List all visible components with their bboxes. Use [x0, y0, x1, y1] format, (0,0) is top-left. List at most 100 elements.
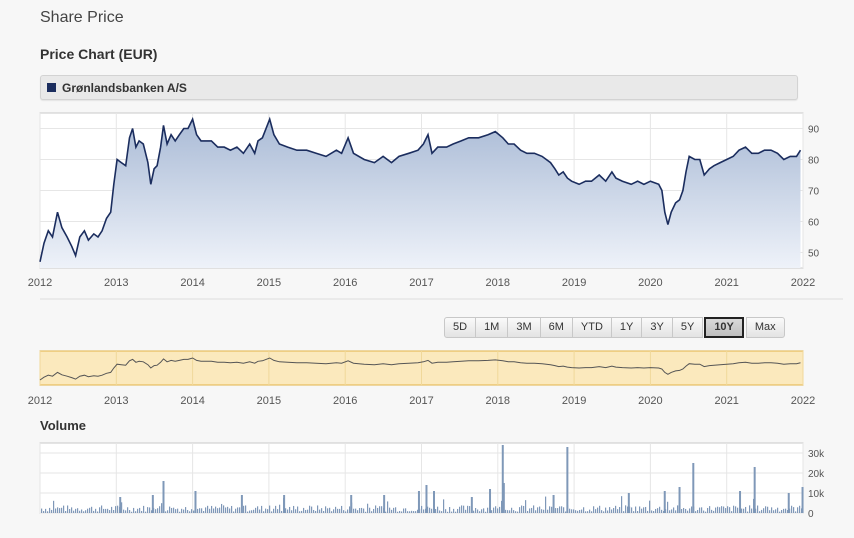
navigator-tick-label: 2021	[714, 395, 738, 407]
volume-bar	[699, 507, 701, 513]
navigator-tick-label: 2022	[791, 395, 815, 407]
volume-bar	[725, 508, 727, 513]
volume-bar	[447, 511, 449, 513]
volume-bar	[223, 505, 225, 513]
volume-bar	[205, 507, 207, 513]
volume-bar	[547, 509, 549, 513]
volume-bar	[341, 505, 343, 513]
legend-swatch	[47, 83, 56, 92]
volume-bar	[157, 508, 159, 513]
volume-bar	[107, 508, 109, 513]
volume-bar	[453, 508, 455, 513]
range-button-5d[interactable]: 5D	[444, 317, 477, 338]
volume-bar	[103, 508, 105, 513]
volume-bar	[371, 511, 373, 513]
volume-bar	[413, 511, 415, 513]
volume-bar	[543, 509, 545, 513]
volume-bar	[637, 511, 639, 513]
volume-bar	[357, 510, 359, 513]
volume-bar	[537, 507, 539, 513]
volume-bar	[329, 507, 331, 513]
volume-bar	[309, 505, 311, 513]
volume-bar	[619, 507, 621, 513]
volume-bar	[79, 510, 81, 513]
volume-bar	[627, 506, 629, 513]
volume-bar	[111, 506, 113, 513]
volume-bar	[779, 511, 781, 513]
volume-bar	[509, 510, 511, 513]
volume-spike-bar	[417, 491, 420, 513]
range-button-10y[interactable]: 10Y	[704, 317, 744, 338]
range-button-3y[interactable]: 3Y	[641, 317, 673, 338]
volume-bar	[113, 510, 115, 513]
volume-bar	[95, 508, 97, 513]
volume-bar	[407, 511, 409, 513]
volume-bar	[331, 511, 333, 513]
volume-bar	[559, 506, 561, 513]
volume-bar	[517, 511, 519, 513]
x-tick-label: 2022	[791, 277, 815, 289]
volume-bar	[213, 508, 215, 513]
volume-bar	[497, 508, 499, 513]
volume-bar	[307, 509, 309, 513]
volume-bar	[321, 508, 323, 513]
volume-spike-bar	[663, 491, 666, 513]
range-button-ytd[interactable]: YTD	[571, 317, 612, 338]
volume-bar	[511, 507, 513, 513]
y-tick-label: 50	[808, 249, 820, 260]
volume-bar	[235, 508, 237, 513]
volume-bar	[581, 509, 583, 513]
volume-bar	[577, 510, 579, 513]
range-button-5y[interactable]: 5Y	[671, 317, 704, 338]
volume-bar	[781, 510, 783, 513]
range-button-max[interactable]: Max	[745, 317, 785, 338]
volume-bar	[225, 507, 227, 513]
volume-bar	[635, 506, 637, 513]
volume-bar	[457, 508, 459, 513]
range-button-1m[interactable]: 1M	[475, 317, 509, 338]
volume-bar	[251, 510, 253, 513]
volume-bar	[499, 506, 501, 513]
volume-spike-bar	[151, 495, 154, 513]
volume-bar	[71, 507, 73, 513]
volume-bar	[515, 511, 517, 513]
volume-bar	[721, 506, 723, 513]
volume-bar	[349, 506, 351, 513]
volume-bar	[417, 509, 419, 513]
range-button-3m[interactable]: 3M	[507, 317, 541, 338]
volume-bar	[533, 505, 535, 513]
volume-bar	[429, 507, 431, 513]
volume-bar	[377, 507, 379, 513]
volume-bar	[379, 506, 381, 513]
volume-spike-bar	[801, 487, 804, 513]
range-button-1y[interactable]: 1Y	[610, 317, 643, 338]
volume-bar	[761, 509, 763, 513]
range-button-6m[interactable]: 6M	[539, 317, 573, 338]
volume-bar	[81, 509, 83, 513]
price-area	[40, 119, 801, 268]
volume-bar	[563, 507, 565, 513]
volume-bar	[523, 505, 525, 513]
volume-bar	[463, 505, 465, 513]
volume-bar	[541, 509, 543, 513]
volume-bar	[105, 508, 107, 513]
volume-bar	[797, 507, 799, 513]
volume-bar	[137, 508, 139, 513]
volume-bar	[121, 502, 123, 513]
volume-spike-bar	[502, 483, 505, 513]
volume-bar	[477, 509, 479, 513]
volume-bar	[735, 506, 737, 513]
volume-bar	[319, 509, 321, 513]
volume-bar	[397, 511, 399, 513]
volume-bar	[751, 508, 753, 513]
volume-bar	[763, 508, 765, 513]
volume-spike-bar	[678, 487, 681, 513]
legend-bar[interactable]: Grønlandsbanken A/S	[40, 75, 798, 100]
volume-bar	[391, 509, 393, 513]
volume-bar	[165, 511, 167, 513]
volume-bar	[757, 505, 759, 513]
volume-bar	[507, 510, 509, 513]
volume-bar	[717, 506, 719, 513]
volume-bar	[653, 511, 655, 513]
volume-bar	[759, 511, 761, 513]
